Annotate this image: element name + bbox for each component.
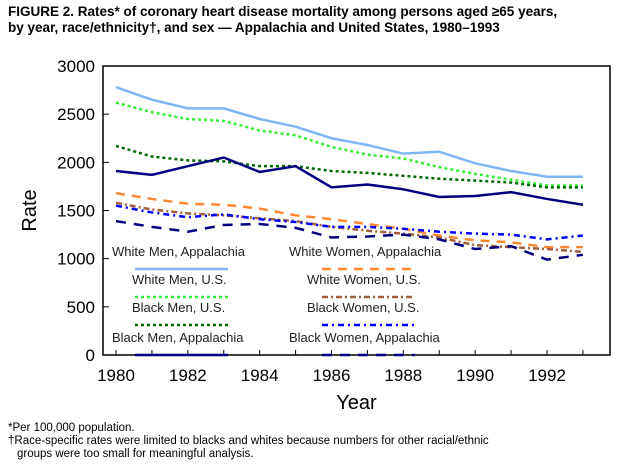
legend-label: White Women, Appalachia	[289, 244, 442, 259]
legend-label: White Women, U.S.	[307, 272, 421, 287]
series-line-white-women-u-s-	[115, 201, 584, 254]
title-line-1: FIGURE 2. Rates* of coronary heart disea…	[8, 4, 558, 19]
line-chart: 0 500 1000 1500 2000 2500 3000 1980 1982 1984 1986…	[19, 57, 611, 414]
x-tick-label: 1986	[313, 366, 351, 385]
x-tick-label: 1992	[528, 366, 566, 385]
series-line-black-men-appalachia	[115, 156, 584, 206]
legend-label: White Men, U.S.	[132, 272, 227, 287]
x-tick-label: 1980	[97, 366, 135, 385]
legend-label: Black Men, U.S.	[132, 300, 225, 315]
x-axis-label: Year	[336, 392, 377, 414]
y-tick-label: 0	[86, 346, 95, 365]
series-line-black-women-appalachia	[115, 219, 584, 261]
y-tick-label: 1500	[57, 202, 95, 221]
y-tick-label: 2500	[57, 105, 95, 124]
x-tick-label: 1988	[384, 366, 422, 385]
x-tick-label: 1990	[456, 366, 494, 385]
legend-label: Black Women, U.S.	[307, 300, 419, 315]
legend-label: Black Women, Appalachia	[289, 330, 441, 345]
y-tick-label: 3000	[57, 57, 95, 76]
series-line-black-men-u-s-	[115, 144, 583, 189]
y-tick-label: 500	[67, 298, 95, 317]
legend-label: White Men, Appalachia	[112, 244, 246, 259]
figure-title: FIGURE 2. Rates* of coronary heart disea…	[8, 4, 618, 36]
y-tick-label: 1000	[57, 250, 95, 269]
y-tick-label: 2000	[57, 153, 95, 172]
footnote-3: groups were too small for meaningful ana…	[17, 448, 254, 460]
footnote-2: †Race-specific rates were limited to bla…	[8, 435, 489, 447]
series-line-white-women-appalachia	[115, 191, 583, 249]
series-line-black-women-u-s-	[115, 204, 584, 241]
footnote-1: *Per 100,000 population.	[8, 422, 135, 434]
y-axis-label: Rate	[19, 189, 41, 231]
title-line-2: by year, race/ethnicity†, and sex — Appa…	[8, 20, 500, 35]
series-line-white-men-appalachia	[115, 86, 583, 179]
legend-label: Black Men, Appalachia	[112, 330, 244, 345]
x-tick-label: 1984	[241, 366, 279, 385]
series-line-white-men-u-s-	[115, 101, 583, 187]
x-tick-label: 1982	[169, 366, 207, 385]
